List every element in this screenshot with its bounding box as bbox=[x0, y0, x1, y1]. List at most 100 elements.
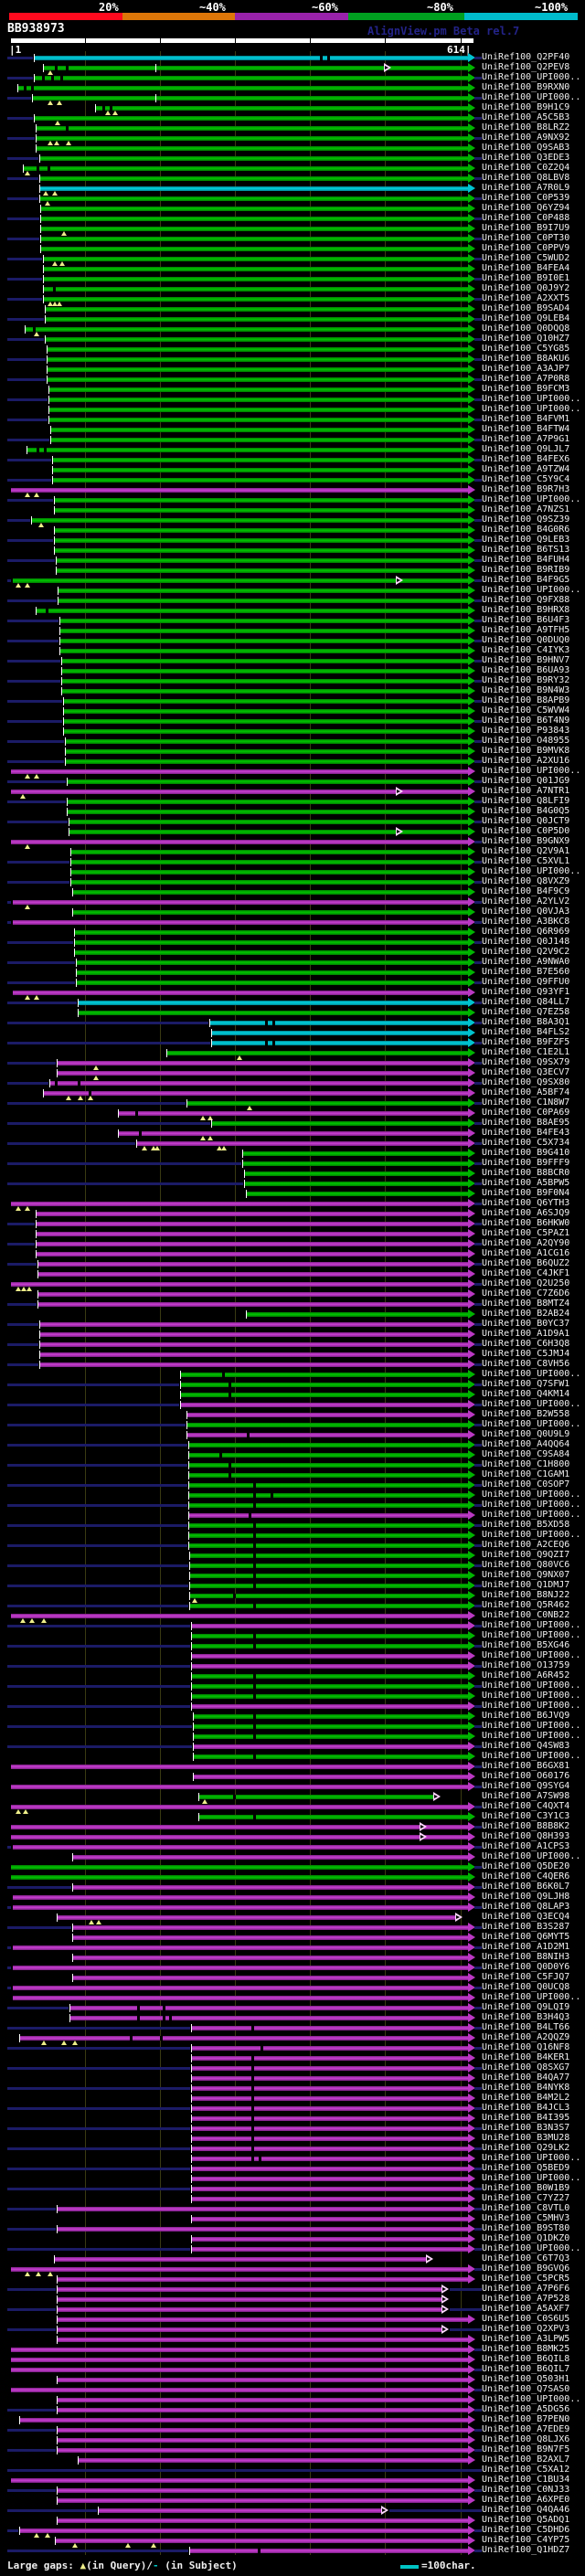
alignment-row[interactable]: UniRef100_A2QY90 bbox=[0, 1238, 585, 1249]
hit-accession-label[interactable]: UniRef100_A7P6F6 bbox=[482, 2284, 570, 2294]
alignment-bar[interactable] bbox=[192, 1684, 468, 1689]
alignment-row[interactable]: UniRef100_B4M2L2 bbox=[0, 2093, 585, 2104]
alignment-row[interactable]: UniRef100_B8AE95 bbox=[0, 1118, 585, 1129]
alignment-bar[interactable] bbox=[99, 2508, 381, 2513]
alignment-row[interactable]: UniRef100_B8NJ22 bbox=[0, 1590, 585, 1603]
alignment-row[interactable]: UniRef100_UPI000.. bbox=[0, 1701, 585, 1712]
hit-accession-label[interactable]: UniRef100_C0PA69 bbox=[482, 1108, 570, 1118]
alignment-row[interactable]: UniRef100_Q9LQI9 bbox=[0, 2002, 585, 2013]
hit-accession-label[interactable]: UniRef100_Q80VC6 bbox=[482, 1560, 570, 1570]
hit-accession-label[interactable]: UniRef100_A6R452 bbox=[482, 1670, 570, 1680]
alignment-row[interactable]: UniRef100_C0P539 bbox=[0, 193, 585, 206]
alignment-row[interactable]: UniRef100_Q4KM14 bbox=[0, 1389, 585, 1400]
alignment-bar[interactable] bbox=[58, 1071, 468, 1076]
alignment-bar[interactable] bbox=[62, 659, 468, 663]
alignment-bar[interactable] bbox=[119, 1111, 468, 1116]
hit-accession-label[interactable]: UniRef100_A2QQZ9 bbox=[482, 2032, 570, 2042]
hit-accession-label[interactable]: UniRef100_B6UA93 bbox=[482, 665, 570, 675]
hit-accession-label[interactable]: UniRef100_A2YLV2 bbox=[482, 896, 570, 906]
alignment-bar[interactable] bbox=[11, 769, 468, 774]
hit-accession-label[interactable]: UniRef100_Q3ECQ4 bbox=[482, 1912, 570, 1922]
alignment-row[interactable]: UniRef100_B9GVQ6 bbox=[0, 2263, 585, 2276]
alignment-bar[interactable] bbox=[192, 1644, 468, 1648]
alignment-bar[interactable] bbox=[192, 2026, 468, 2030]
hit-accession-label[interactable]: UniRef100_B4LT66 bbox=[482, 2022, 570, 2032]
hit-accession-label[interactable]: UniRef100_B4FUH4 bbox=[482, 555, 570, 565]
alignment-bar[interactable] bbox=[51, 438, 468, 442]
alignment-bar[interactable] bbox=[181, 1373, 468, 1377]
alignment-row[interactable]: UniRef100_B2W558 bbox=[0, 1409, 585, 1420]
alignment-row[interactable]: UniRef100_UPI000.. bbox=[0, 404, 585, 415]
alignment-row[interactable]: UniRef100_Q84LL7 bbox=[0, 997, 585, 1008]
hit-accession-label[interactable]: UniRef100_A6XPE0 bbox=[482, 2495, 570, 2505]
hit-accession-label[interactable]: UniRef100_B6K0L7 bbox=[482, 1882, 570, 1892]
alignment-bar[interactable] bbox=[64, 719, 468, 724]
hit-accession-label[interactable]: UniRef100_UPI000.. bbox=[482, 1620, 581, 1630]
alignment-row[interactable]: UniRef100_A9TFH5 bbox=[0, 625, 585, 636]
hit-accession-label[interactable]: UniRef100_UPI000.. bbox=[482, 92, 581, 102]
alignment-row[interactable]: UniRef100_C0PPV9 bbox=[0, 243, 585, 254]
alignment-bar[interactable] bbox=[11, 1875, 468, 1880]
alignment-row[interactable]: UniRef100_Q10HZ7 bbox=[0, 334, 585, 345]
hit-accession-label[interactable]: UniRef100_A1D2M1 bbox=[482, 1942, 570, 1952]
alignment-row[interactable]: UniRef100_C0PA69 bbox=[0, 1108, 585, 1120]
alignment-bar[interactable] bbox=[55, 508, 468, 513]
hit-accession-label[interactable]: UniRef100_UPI000.. bbox=[482, 1500, 581, 1510]
alignment-bar[interactable] bbox=[192, 2157, 468, 2161]
alignment-bar[interactable] bbox=[199, 1795, 433, 1799]
alignment-row[interactable]: UniRef100_C1BU34 bbox=[0, 2475, 585, 2486]
alignment-row[interactable]: UniRef100_B9HRX8 bbox=[0, 605, 585, 616]
hit-accession-label[interactable]: UniRef100_Q2U250 bbox=[482, 1278, 570, 1288]
alignment-row[interactable]: UniRef100_A3LPW5 bbox=[0, 2334, 585, 2345]
alignment-row[interactable]: UniRef100_UPI000.. bbox=[0, 1419, 585, 1430]
alignment-row[interactable]: UniRef100_Q16NF8 bbox=[0, 2042, 585, 2053]
hit-accession-label[interactable]: UniRef100_Q7EZ58 bbox=[482, 1007, 570, 1017]
hit-accession-label[interactable]: UniRef100_Q8SXG7 bbox=[482, 2062, 570, 2072]
hit-accession-label[interactable]: UniRef100_B4G0R6 bbox=[482, 525, 570, 535]
alignment-row[interactable]: UniRef100_C5DHD6 bbox=[0, 2525, 585, 2538]
alignment-bar[interactable] bbox=[60, 639, 468, 643]
hit-accession-label[interactable]: UniRef100_C5DHD6 bbox=[482, 2525, 570, 2535]
alignment-bar[interactable] bbox=[51, 428, 468, 432]
alignment-bar[interactable] bbox=[192, 2046, 468, 2051]
alignment-bar[interactable] bbox=[66, 749, 468, 754]
hit-accession-label[interactable]: UniRef100_C0PT30 bbox=[482, 233, 570, 243]
hit-accession-label[interactable]: UniRef100_A7R0L9 bbox=[482, 183, 570, 193]
alignment-bar[interactable] bbox=[13, 1845, 468, 1850]
hit-accession-label[interactable]: UniRef100_UPI000.. bbox=[482, 1510, 581, 1520]
alignment-bar[interactable] bbox=[44, 267, 468, 271]
alignment-bar[interactable] bbox=[44, 66, 468, 70]
alignment-row[interactable]: UniRef100_B9GNX9 bbox=[0, 836, 585, 849]
hit-accession-label[interactable]: UniRef100_Q3ECV7 bbox=[482, 1067, 570, 1077]
alignment-row[interactable]: UniRef100_Q9QZI7 bbox=[0, 1550, 585, 1561]
hit-accession-label[interactable]: UniRef100_A7P528 bbox=[482, 2294, 570, 2304]
hit-accession-label[interactable]: UniRef100_B9N4W3 bbox=[482, 685, 570, 695]
alignment-row[interactable]: UniRef100_B8NIH3 bbox=[0, 1952, 585, 1963]
hit-accession-label[interactable]: UniRef100_UPI000.. bbox=[482, 766, 581, 776]
hit-accession-label[interactable]: UniRef100_Q9NX07 bbox=[482, 1570, 570, 1580]
alignment-row[interactable]: UniRef100_B6QIL7 bbox=[0, 2364, 585, 2375]
alignment-row[interactable]: UniRef100_B8MTZ4 bbox=[0, 1299, 585, 1309]
alignment-row[interactable]: UniRef100_Q503H1 bbox=[0, 2374, 585, 2385]
hit-accession-label[interactable]: UniRef100_C0P488 bbox=[482, 213, 570, 223]
alignment-bar[interactable] bbox=[55, 2257, 426, 2262]
alignment-row[interactable]: UniRef100_A1D2M1 bbox=[0, 1942, 585, 1953]
hit-accession-label[interactable]: UniRef100_A3BKC8 bbox=[482, 917, 570, 927]
alignment-bar[interactable] bbox=[189, 1453, 468, 1458]
alignment-row[interactable]: UniRef100_C5WUD2 bbox=[0, 253, 585, 266]
hit-accession-label[interactable]: UniRef100_C7Z6D6 bbox=[482, 1288, 570, 1299]
alignment-row[interactable]: UniRef100_A6R452 bbox=[0, 1670, 585, 1681]
alignment-bar[interactable] bbox=[40, 1342, 468, 1347]
hit-accession-label[interactable]: UniRef100_UPI000.. bbox=[482, 1992, 581, 2002]
hit-accession-label[interactable]: UniRef100_Q9FFU0 bbox=[482, 977, 570, 987]
hit-accession-label[interactable]: UniRef100_A3AJP7 bbox=[482, 364, 570, 374]
hit-accession-label[interactable]: UniRef100_Q2PEV8 bbox=[482, 62, 570, 72]
alignment-bar[interactable] bbox=[192, 2247, 468, 2252]
hit-accession-label[interactable]: UniRef100_C6T7Q3 bbox=[482, 2253, 570, 2263]
alignment-bar[interactable] bbox=[190, 2549, 468, 2553]
alignment-bar[interactable] bbox=[73, 1956, 468, 1960]
alignment-row[interactable]: UniRef100_B6TS13 bbox=[0, 545, 585, 556]
alignment-row[interactable]: UniRef100_B4FVM1 bbox=[0, 414, 585, 425]
hit-accession-label[interactable]: UniRef100_Q1DKZ0 bbox=[482, 2233, 570, 2243]
alignment-bar[interactable] bbox=[69, 820, 468, 824]
